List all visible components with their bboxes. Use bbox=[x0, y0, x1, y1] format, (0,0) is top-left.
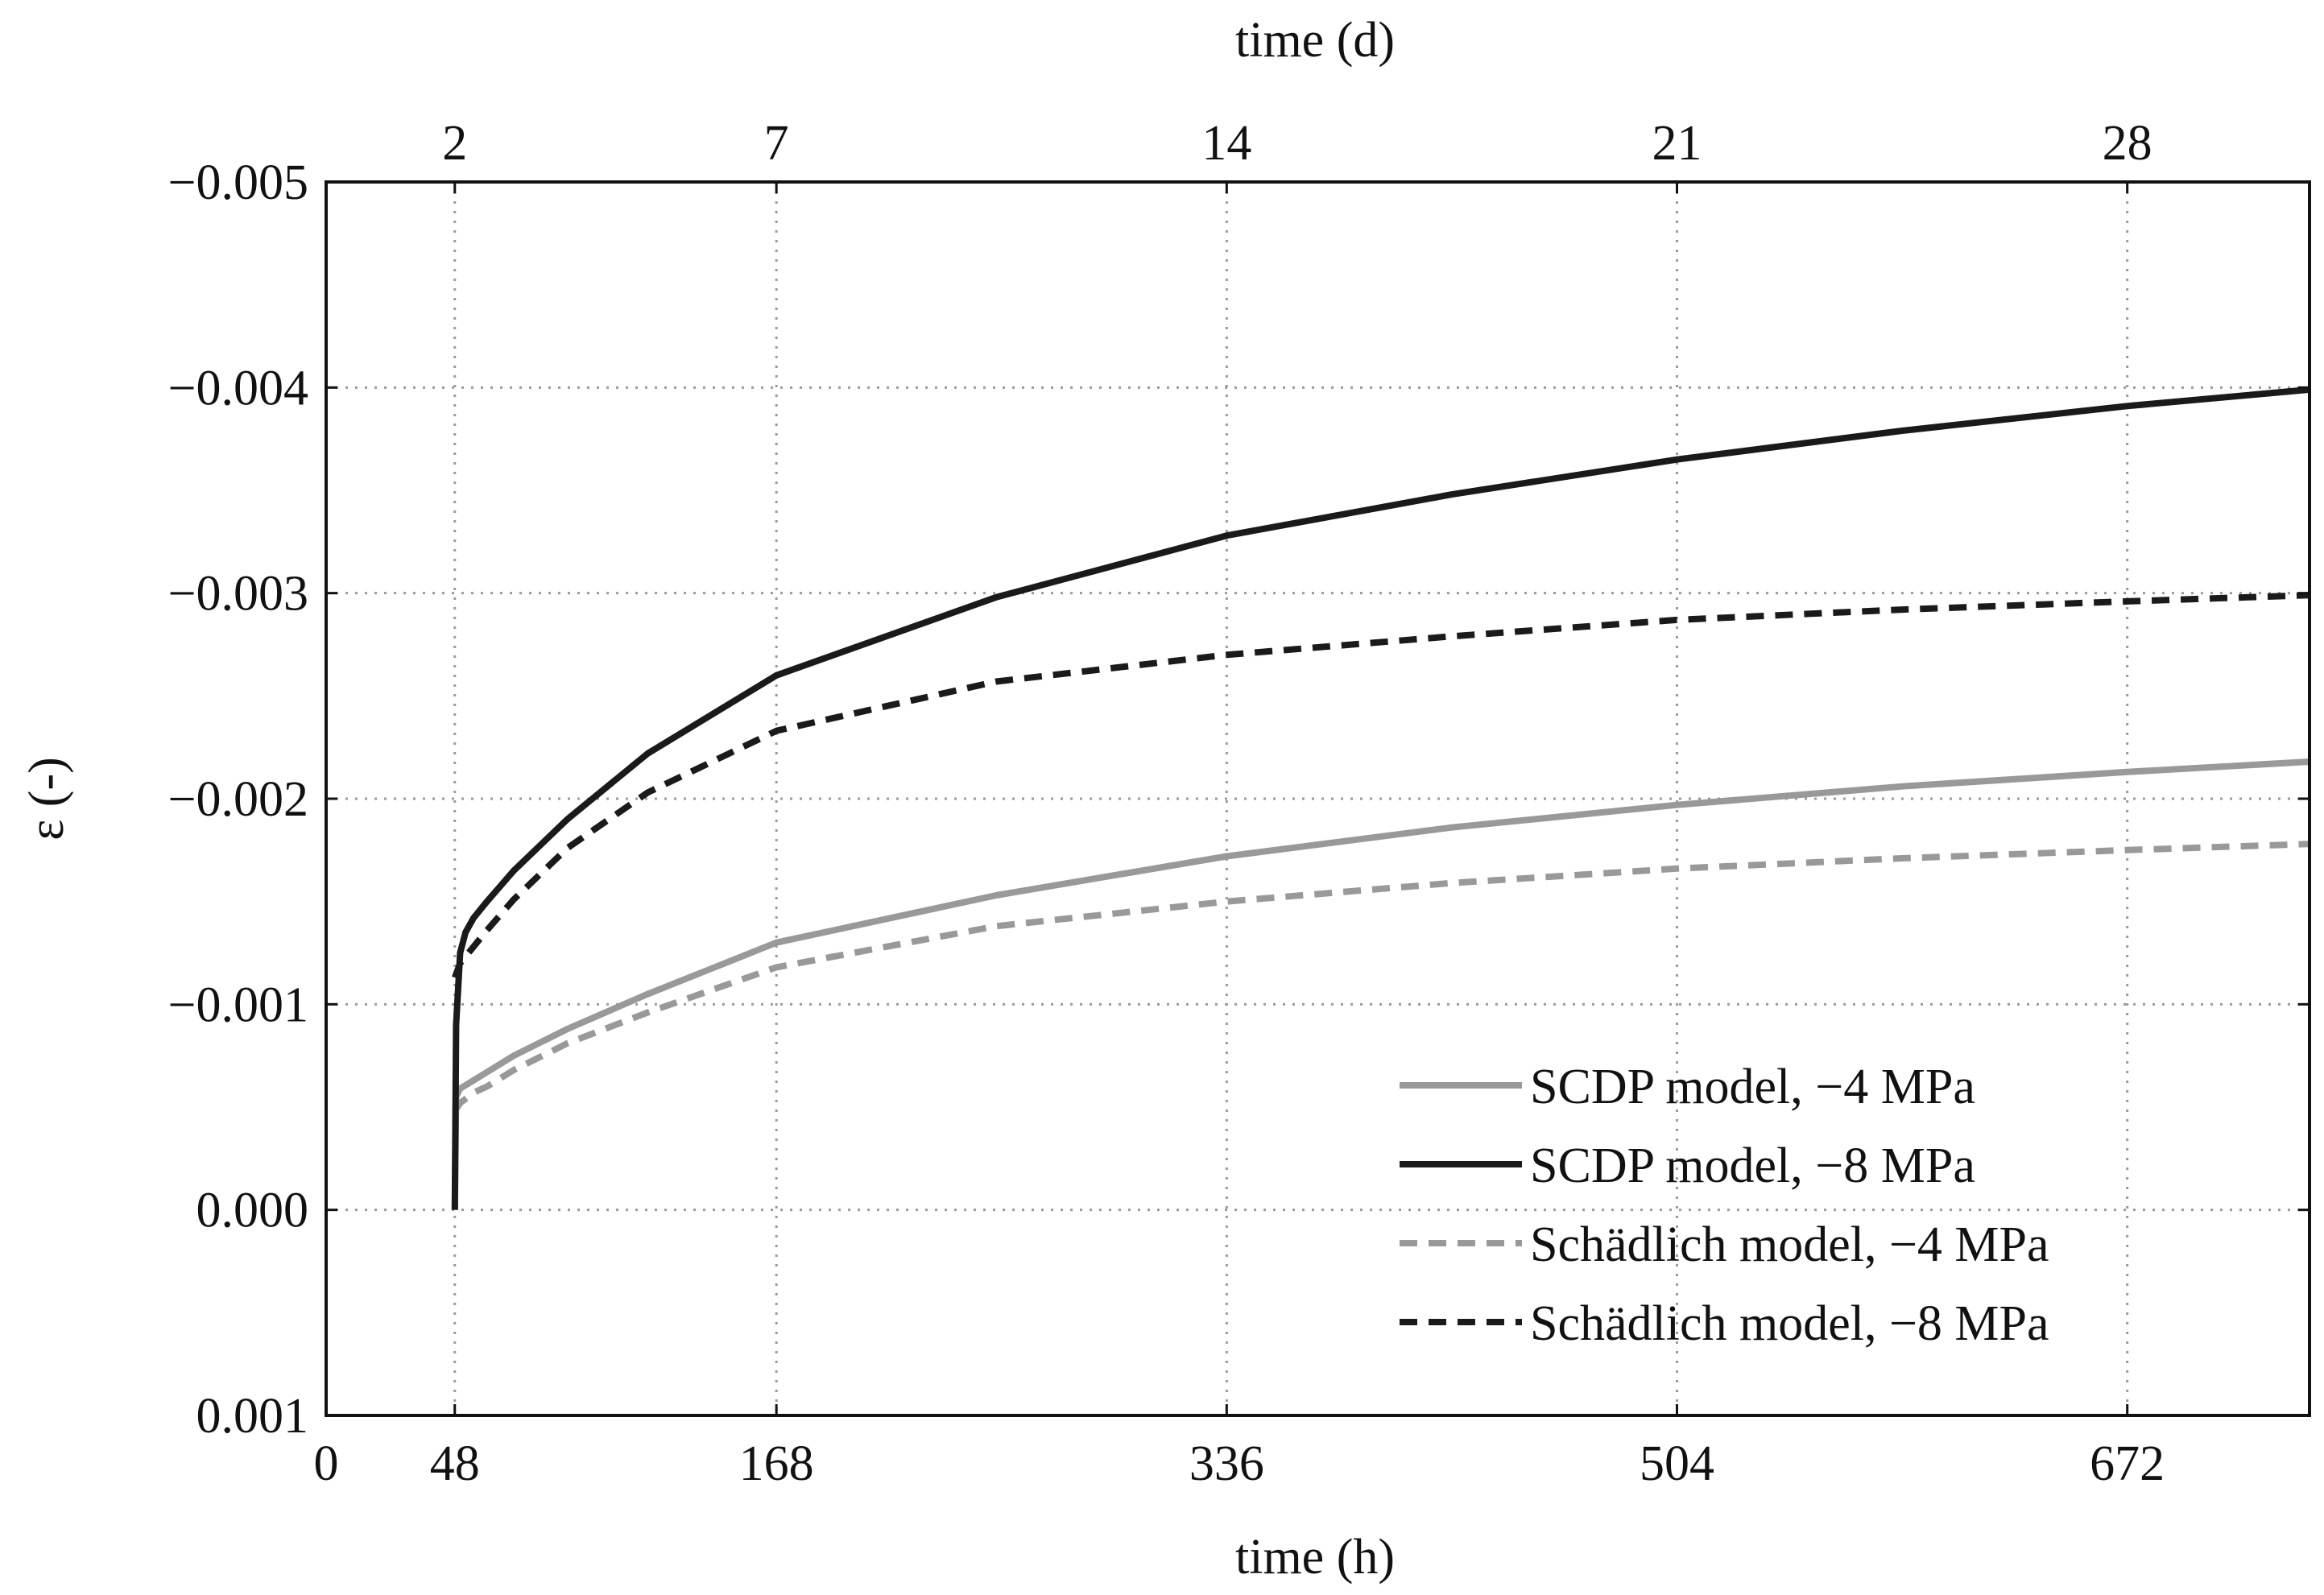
grid-layer bbox=[326, 182, 2310, 1415]
x2-tick-label: 28 bbox=[2103, 116, 2152, 171]
x2-tick-label: 7 bbox=[764, 116, 789, 171]
x2-axis-title: time (d) bbox=[1235, 13, 1395, 68]
x2-tick-label: 21 bbox=[1652, 116, 1702, 171]
y-tick-label: −0.003 bbox=[168, 567, 308, 622]
y-tick-label: −0.005 bbox=[168, 155, 308, 210]
legend-label: Schädlich model, −4 MPa bbox=[1530, 1217, 2049, 1272]
y-tick-label: −0.004 bbox=[168, 361, 308, 415]
series-layer bbox=[451, 386, 2310, 1210]
legend-label: SCDP model, −4 MPa bbox=[1530, 1060, 1975, 1114]
legend-label: Schädlich model, −8 MPa bbox=[1530, 1296, 2049, 1351]
tick-layer: 0 48 168 336 504 672 2 7 14 21 28 −0.005 −0.004 −0.00… bbox=[168, 116, 2310, 1491]
series-line-2 bbox=[451, 386, 2310, 1210]
x-tick-label: 0 bbox=[314, 1436, 339, 1491]
x-tick-label: 168 bbox=[739, 1436, 814, 1491]
series-line-1 bbox=[451, 758, 2310, 1210]
y-tick-label: −0.001 bbox=[168, 977, 308, 1032]
y-tick-label: 0.001 bbox=[196, 1389, 309, 1444]
x-tick-label: 48 bbox=[430, 1436, 480, 1491]
series-line-4 bbox=[452, 592, 2310, 979]
y-tick-label: 0.000 bbox=[196, 1184, 309, 1238]
legend-label: SCDP model, −8 MPa bbox=[1530, 1138, 1975, 1193]
x-axis-title: time (h) bbox=[1235, 1530, 1395, 1585]
x2-tick-label: 2 bbox=[442, 116, 467, 171]
legend: SCDP model, −4 MPa SCDP model, −8 MPa Schä… bbox=[1400, 1060, 2049, 1351]
x-tick-label: 504 bbox=[1640, 1436, 1714, 1491]
y-axis-title: ε (-) bbox=[19, 757, 74, 840]
x2-tick-label: 14 bbox=[1201, 116, 1251, 171]
y-tick-label: −0.002 bbox=[168, 772, 308, 827]
x-tick-label: 672 bbox=[2090, 1436, 2165, 1491]
x-tick-label: 336 bbox=[1189, 1436, 1264, 1491]
series-line-3 bbox=[452, 841, 2310, 1114]
